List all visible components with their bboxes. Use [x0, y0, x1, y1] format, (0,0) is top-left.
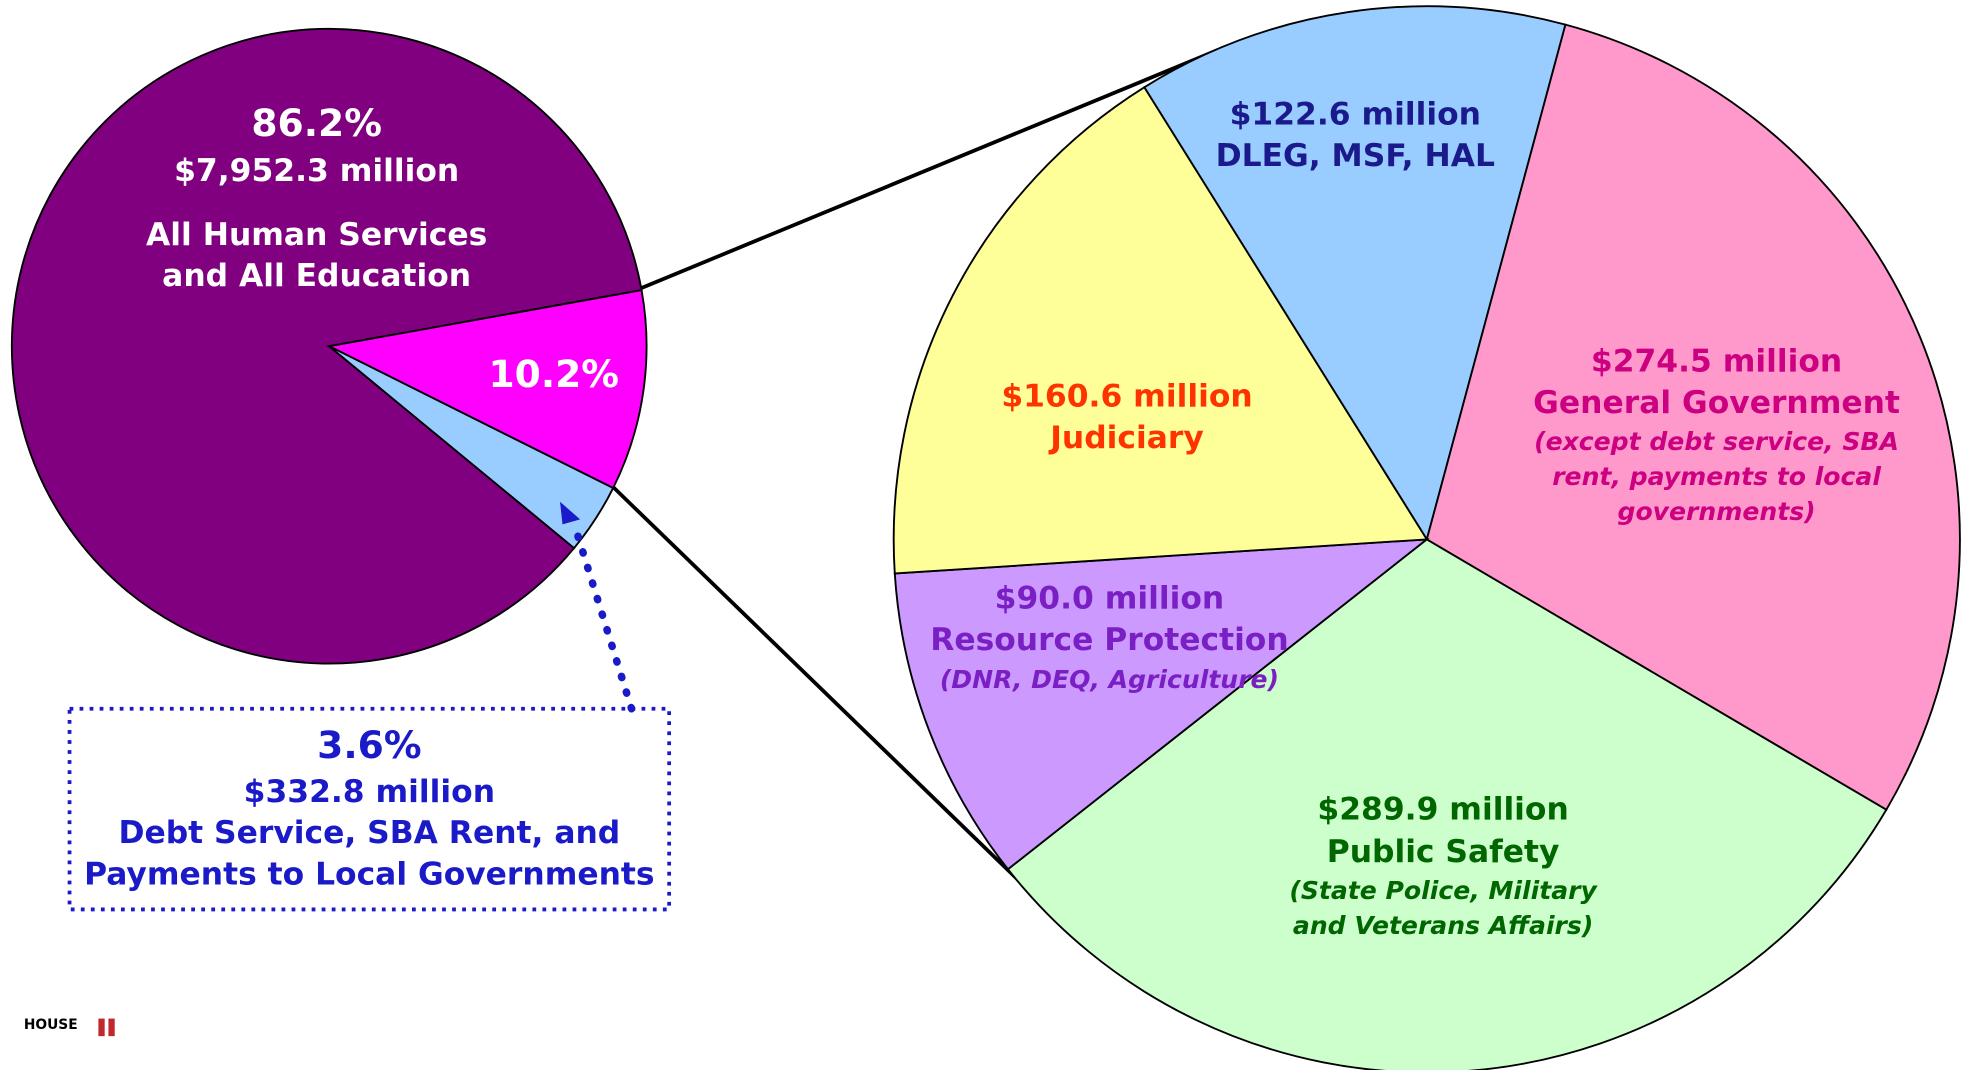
slice-label: Debt Service, SBA Rent, and — [118, 815, 620, 851]
slice-label: and Veterans Affairs) — [1293, 911, 1593, 940]
connector-line — [639, 45, 1225, 291]
pie-slice — [893, 538, 1430, 871]
slice-label: $289.9 million — [1317, 791, 1568, 827]
pie-slice — [326, 289, 648, 490]
connector-line — [607, 481, 1031, 892]
slice-label: General Government — [1533, 385, 1900, 421]
arrow-head — [560, 501, 581, 525]
slice-label: 3.6% — [317, 723, 421, 767]
slice-label: Payments to Local Governments — [84, 857, 654, 893]
logo-mark — [108, 1018, 115, 1037]
slice-label: Resource Protection — [930, 622, 1288, 658]
slice-label: (DNR, DEQ, Agriculture) — [940, 665, 1279, 694]
pie-slice — [1425, 23, 1961, 812]
slice-label: $90.0 million — [995, 581, 1225, 617]
logo-text: HOUSE — [24, 1017, 78, 1033]
pie-slice — [892, 85, 1429, 575]
slice-label: Judiciary — [1048, 420, 1204, 456]
slice-label: $122.6 million — [1230, 96, 1481, 132]
slice-label: rent, payments to local — [1552, 462, 1881, 491]
slice-label: $160.6 million — [1001, 379, 1252, 415]
logo-mark — [98, 1018, 105, 1037]
slice-label: $274.5 million — [1591, 344, 1842, 380]
slice-label: (State Police, Military — [1289, 876, 1598, 905]
slice-label: All Human Services — [146, 217, 487, 253]
pie-slice — [1142, 5, 1567, 542]
slice-label: (except debt service, SBA — [1534, 427, 1899, 456]
pie-slice — [1006, 538, 1888, 1070]
slice-label: governments) — [1617, 497, 1815, 526]
callout-arrow — [571, 523, 636, 713]
slice-label: $332.8 million — [244, 774, 495, 810]
slice-label: DLEG, MSF, HAL — [1216, 138, 1495, 174]
slice-label: and All Education — [162, 258, 471, 294]
slice-label: 86.2% — [251, 101, 382, 145]
pie-slice — [10, 27, 643, 665]
slice-label: $7,952.3 million — [174, 153, 459, 189]
slice-label: Public Safety — [1327, 834, 1560, 870]
pie-slice — [328, 345, 615, 550]
slice-label: 10.2% — [488, 352, 619, 396]
